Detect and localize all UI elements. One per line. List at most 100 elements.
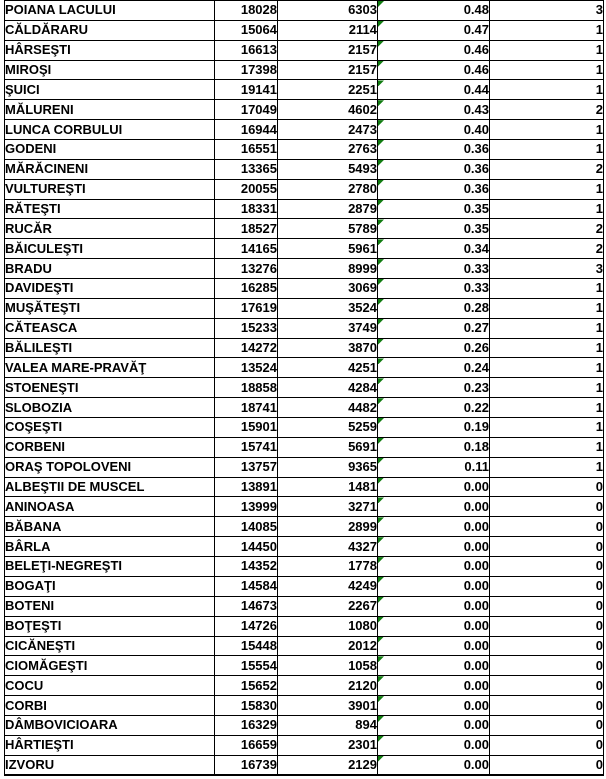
locality-cell[interactable]: BÂRLA <box>4 536 215 558</box>
locality-cell[interactable]: BOTENI <box>4 595 215 617</box>
count-cell[interactable]: 1 <box>489 39 604 61</box>
value1-cell[interactable]: 14450 <box>214 536 278 558</box>
value2-cell[interactable]: 3870 <box>277 337 378 359</box>
count-cell[interactable]: 0 <box>489 734 604 756</box>
ratio-cell[interactable]: 0.00 <box>377 595 490 617</box>
count-cell[interactable]: 1 <box>489 436 604 458</box>
ratio-cell[interactable]: 0.22 <box>377 397 490 419</box>
locality-cell[interactable]: RĂTEŞTI <box>4 198 215 220</box>
count-cell[interactable]: 0 <box>489 635 604 657</box>
value2-cell[interactable]: 2251 <box>277 79 378 101</box>
value1-cell[interactable]: 16944 <box>214 119 278 141</box>
ratio-cell[interactable]: 0.33 <box>377 278 490 299</box>
count-cell[interactable]: 1 <box>489 139 604 160</box>
locality-cell[interactable]: GODENI <box>4 139 215 160</box>
value1-cell[interactable]: 18527 <box>214 218 278 240</box>
value1-cell[interactable]: 15233 <box>214 317 278 339</box>
locality-cell[interactable]: HÂRTIEŞTI <box>4 734 215 756</box>
value1-cell[interactable]: 14673 <box>214 595 278 617</box>
locality-cell[interactable]: BOŢEŞTI <box>4 615 215 637</box>
ratio-cell[interactable]: 0.28 <box>377 297 490 319</box>
value1-cell[interactable]: 15830 <box>214 695 278 716</box>
value1-cell[interactable]: 18741 <box>214 397 278 419</box>
locality-cell[interactable]: MĂRĂCINENI <box>4 158 215 180</box>
ratio-cell[interactable]: 0.00 <box>377 754 490 777</box>
value1-cell[interactable]: 16285 <box>214 278 278 299</box>
value2-cell[interactable]: 3524 <box>277 297 378 319</box>
value2-cell[interactable]: 1778 <box>277 556 378 577</box>
count-cell[interactable]: 0 <box>489 695 604 716</box>
value2-cell[interactable]: 5259 <box>277 417 378 438</box>
ratio-cell[interactable]: 0.36 <box>377 178 490 200</box>
value2-cell[interactable]: 3901 <box>277 695 378 716</box>
value2-cell[interactable]: 2114 <box>277 19 378 41</box>
value2-cell[interactable]: 5691 <box>277 436 378 458</box>
value1-cell[interactable]: 16551 <box>214 139 278 160</box>
ratio-cell[interactable]: 0.23 <box>377 377 490 399</box>
ratio-cell[interactable]: 0.44 <box>377 79 490 101</box>
value1-cell[interactable]: 19141 <box>214 79 278 101</box>
ratio-cell[interactable]: 0.34 <box>377 238 490 260</box>
value2-cell[interactable]: 2763 <box>277 139 378 160</box>
locality-cell[interactable]: BĂICULEŞTI <box>4 238 215 260</box>
count-cell[interactable]: 3 <box>489 258 604 280</box>
ratio-cell[interactable]: 0.19 <box>377 417 490 438</box>
count-cell[interactable]: 1 <box>489 198 604 220</box>
value1-cell[interactable]: 15652 <box>214 675 278 697</box>
value2-cell[interactable]: 6303 <box>277 0 378 21</box>
count-cell[interactable]: 1 <box>489 297 604 319</box>
count-cell[interactable]: 1 <box>489 59 604 81</box>
count-cell[interactable]: 2 <box>489 158 604 180</box>
count-cell[interactable]: 1 <box>489 377 604 399</box>
ratio-cell[interactable]: 0.00 <box>377 575 490 597</box>
ratio-cell[interactable]: 0.43 <box>377 99 490 121</box>
ratio-cell[interactable]: 0.48 <box>377 0 490 21</box>
locality-cell[interactable]: IZVORU <box>4 754 215 777</box>
value2-cell[interactable]: 2267 <box>277 595 378 617</box>
value1-cell[interactable]: 14165 <box>214 238 278 260</box>
locality-cell[interactable]: BELEŢI-NEGREŞTI <box>4 556 215 577</box>
count-cell[interactable]: 1 <box>489 337 604 359</box>
count-cell[interactable]: 0 <box>489 516 604 538</box>
ratio-cell[interactable]: 0.00 <box>377 516 490 538</box>
ratio-cell[interactable]: 0.00 <box>377 615 490 637</box>
count-cell[interactable]: 1 <box>489 456 604 478</box>
ratio-cell[interactable]: 0.00 <box>377 635 490 657</box>
value1-cell[interactable]: 20055 <box>214 178 278 200</box>
locality-cell[interactable]: CIOMĂGEŞTI <box>4 655 215 677</box>
count-cell[interactable]: 0 <box>489 496 604 518</box>
count-cell[interactable]: 1 <box>489 357 604 379</box>
locality-cell[interactable]: MIROŞI <box>4 59 215 81</box>
value1-cell[interactable]: 13276 <box>214 258 278 280</box>
value1-cell[interactable]: 18331 <box>214 198 278 220</box>
value2-cell[interactable]: 3271 <box>277 496 378 518</box>
count-cell[interactable]: 0 <box>489 615 604 637</box>
value1-cell[interactable]: 15064 <box>214 19 278 41</box>
value1-cell[interactable]: 15448 <box>214 635 278 657</box>
locality-cell[interactable]: STOENEŞTI <box>4 377 215 399</box>
locality-cell[interactable]: SLOBOZIA <box>4 397 215 419</box>
locality-cell[interactable]: BRADU <box>4 258 215 280</box>
locality-cell[interactable]: CICĂNEŞTI <box>4 635 215 657</box>
value2-cell[interactable]: 894 <box>277 714 378 736</box>
value2-cell[interactable]: 3069 <box>277 278 378 299</box>
locality-cell[interactable]: MĂLURENI <box>4 99 215 121</box>
value1-cell[interactable]: 17619 <box>214 297 278 319</box>
ratio-cell[interactable]: 0.46 <box>377 59 490 81</box>
value2-cell[interactable]: 3749 <box>277 317 378 339</box>
value1-cell[interactable]: 16329 <box>214 714 278 736</box>
ratio-cell[interactable]: 0.35 <box>377 218 490 240</box>
locality-cell[interactable]: BOGAŢI <box>4 575 215 597</box>
value2-cell[interactable]: 2120 <box>277 675 378 697</box>
value2-cell[interactable]: 4482 <box>277 397 378 419</box>
ratio-cell[interactable]: 0.00 <box>377 476 490 498</box>
locality-cell[interactable]: CORBI <box>4 695 215 716</box>
value1-cell[interactable]: 14085 <box>214 516 278 538</box>
count-cell[interactable]: 2 <box>489 99 604 121</box>
value2-cell[interactable]: 8999 <box>277 258 378 280</box>
value1-cell[interactable]: 15901 <box>214 417 278 438</box>
value2-cell[interactable]: 2899 <box>277 516 378 538</box>
count-cell[interactable]: 2 <box>489 218 604 240</box>
ratio-cell[interactable]: 0.11 <box>377 456 490 478</box>
locality-cell[interactable]: ANINOASA <box>4 496 215 518</box>
